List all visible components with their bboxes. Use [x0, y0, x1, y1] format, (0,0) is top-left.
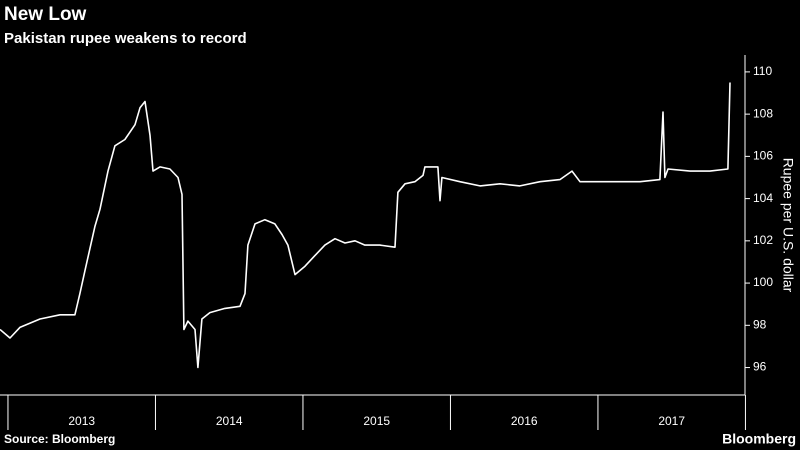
- y-tick-label: 106: [753, 149, 773, 163]
- x-tick-label: 2017: [658, 414, 685, 428]
- chart-subtitle: Pakistan rupee weakens to record: [4, 30, 247, 47]
- y-tick-label: 108: [753, 106, 773, 120]
- chart-title: New Low: [4, 4, 87, 25]
- y-tick-label: 98: [753, 317, 767, 331]
- x-tick-label: 2016: [511, 414, 538, 428]
- y-tick-label: 102: [753, 233, 773, 247]
- y-tick-label: 104: [753, 191, 773, 205]
- source: Source: Bloomberg: [4, 432, 115, 446]
- x-tick-label: 2014: [216, 414, 243, 428]
- x-tick-label: 2015: [363, 414, 390, 428]
- price-line: [0, 82, 731, 369]
- y-tick-label: 110: [753, 64, 772, 78]
- y-tick-label: 100: [753, 275, 773, 289]
- y-tick-label: 96: [753, 360, 767, 374]
- brand: Bloomberg: [722, 431, 796, 447]
- y-axis-label: Rupee per U.S. dollar: [780, 158, 796, 293]
- x-tick-label: 2013: [68, 414, 95, 428]
